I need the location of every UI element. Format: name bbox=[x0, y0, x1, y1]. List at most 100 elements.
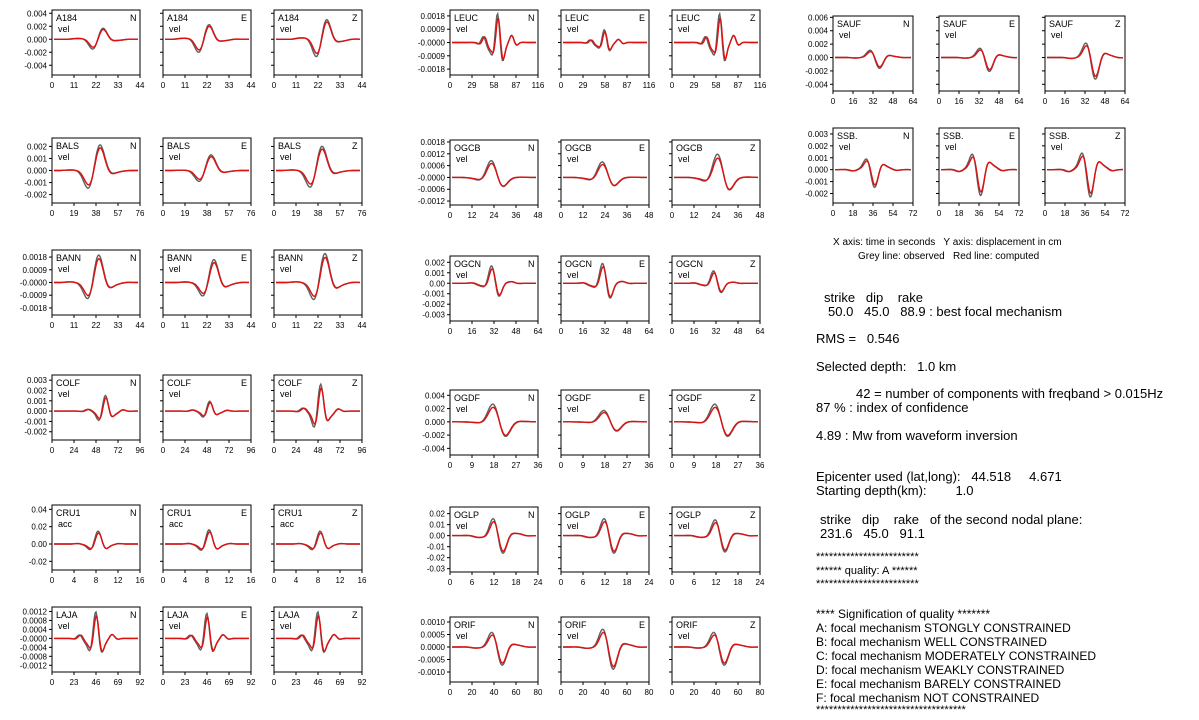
x-tick-label: 36 bbox=[645, 461, 654, 470]
y-tick-label: -0.0009 bbox=[418, 52, 446, 61]
x-tick-label: 0 bbox=[559, 461, 564, 470]
unit-label: vel bbox=[169, 264, 181, 274]
x-tick-label: 16 bbox=[955, 97, 964, 106]
x-tick-label: 46 bbox=[92, 678, 101, 687]
y-tick-label: 0.001 bbox=[27, 154, 48, 163]
y-tick-label: 0.001 bbox=[27, 397, 48, 406]
x-tick-label: 0 bbox=[272, 209, 277, 218]
computed-trace bbox=[452, 520, 536, 552]
x-tick-label: 60 bbox=[512, 688, 521, 697]
x-tick-label: 24 bbox=[534, 578, 543, 587]
computed-trace bbox=[452, 634, 537, 664]
station-label: SSB. bbox=[943, 131, 964, 141]
x-tick-label: 0 bbox=[50, 321, 55, 330]
station-label: ORIF bbox=[676, 620, 698, 630]
component-label: E bbox=[639, 510, 645, 520]
station-label: SSB. bbox=[837, 131, 858, 141]
unit-label: vel bbox=[839, 30, 851, 40]
x-tick-label: 12 bbox=[690, 211, 699, 220]
computed-trace bbox=[563, 520, 647, 552]
unit-label: vel bbox=[839, 142, 851, 152]
computed-trace bbox=[165, 261, 249, 295]
computed-trace bbox=[563, 631, 648, 668]
component-label: N bbox=[903, 19, 910, 29]
component-label: E bbox=[639, 393, 645, 403]
x-tick-label: 0 bbox=[161, 576, 166, 585]
quality-b: B: focal mechanism WELL CONSTRAINED bbox=[816, 635, 1047, 649]
station-label: BANN bbox=[56, 253, 81, 263]
x-tick-label: 18 bbox=[512, 578, 521, 587]
x-tick-label: 11 bbox=[292, 321, 301, 330]
y-tick-label: -0.002 bbox=[24, 191, 47, 200]
station-label: ORIF bbox=[454, 620, 476, 630]
panel-SSB-Z: 0 18 36 54 72 SSB.vel Z bbox=[1042, 127, 1130, 218]
x-tick-label: 44 bbox=[247, 81, 256, 90]
x-tick-label: 18 bbox=[601, 461, 610, 470]
panel-OGLP-N: 0.02 0.01 0.00 -0.01 -0.02 -0.030 6 12 18 24 OGLPv… bbox=[427, 506, 543, 587]
y-tick-label: 0.002 bbox=[808, 40, 829, 49]
y-tick-label: 0.0018 bbox=[23, 253, 48, 262]
x-tick-label: 48 bbox=[889, 97, 898, 106]
x-tick-label: 16 bbox=[247, 576, 256, 585]
y-tick-label: 0.004 bbox=[27, 9, 48, 18]
y-tick-label: -0.0008 bbox=[20, 652, 48, 661]
unit-label: vel bbox=[280, 24, 292, 34]
observed-trace bbox=[941, 47, 1017, 73]
component-count: 42 = number of components with freqband … bbox=[856, 386, 1164, 401]
station-label: OGDF bbox=[565, 393, 592, 403]
y-tick-label: 0.002 bbox=[27, 142, 48, 151]
y-tick-label: -0.002 bbox=[422, 300, 445, 309]
x-tick-label: 0 bbox=[448, 461, 453, 470]
unit-label: vel bbox=[678, 631, 690, 641]
y-tick-label: 0.02 bbox=[429, 510, 445, 519]
unit-label: acc bbox=[169, 519, 184, 529]
y-tick-label: -0.002 bbox=[24, 48, 47, 57]
x-tick-label: 76 bbox=[136, 209, 145, 218]
unit-label: vel bbox=[456, 270, 468, 280]
x-tick-label: 92 bbox=[247, 678, 256, 687]
station-label: OGCN bbox=[454, 259, 481, 269]
x-tick-label: 4 bbox=[72, 576, 77, 585]
x-tick-label: 23 bbox=[181, 678, 190, 687]
computed-trace bbox=[165, 616, 249, 652]
x-tick-label: 36 bbox=[756, 461, 765, 470]
x-tick-label: 80 bbox=[534, 688, 543, 697]
station-label: A184 bbox=[56, 13, 77, 23]
x-tick-label: 0 bbox=[559, 211, 564, 220]
y-tick-label: -0.01 bbox=[427, 543, 446, 552]
station-label: BANN bbox=[278, 253, 303, 263]
x-tick-label: 33 bbox=[336, 81, 345, 90]
x-tick-label: 44 bbox=[136, 81, 145, 90]
x-tick-label: 58 bbox=[601, 81, 610, 90]
x-tick-label: 44 bbox=[247, 321, 256, 330]
x-tick-label: 96 bbox=[247, 446, 256, 455]
y-tick-label: -0.004 bbox=[24, 61, 47, 70]
station-label: OGLP bbox=[565, 510, 590, 520]
panel-OGCB-N: 0.0018 0.0012 0.0006 -0.0000 -0.0006 -0.00120… bbox=[418, 138, 543, 220]
computed-trace bbox=[563, 30, 647, 51]
x-tick-label: 12 bbox=[579, 211, 588, 220]
x-tick-label: 0 bbox=[448, 81, 453, 90]
component-label: N bbox=[130, 610, 137, 620]
x-tick-label: 0 bbox=[50, 678, 55, 687]
component-label: N bbox=[528, 510, 535, 520]
x-tick-label: 12 bbox=[336, 576, 345, 585]
station-label: OGCB bbox=[676, 143, 703, 153]
y-tick-label: -0.0018 bbox=[418, 65, 446, 74]
x-tick-label: 24 bbox=[292, 446, 301, 455]
x-tick-label: 33 bbox=[114, 321, 123, 330]
y-tick-label: 0.004 bbox=[808, 27, 829, 36]
computed-trace bbox=[54, 257, 138, 297]
x-tick-label: 0 bbox=[1043, 209, 1048, 218]
panel-ORIF-N: 0.0010 0.0005 0.0000 -0.0005 -0.0010 0 20 40 60 8… bbox=[418, 616, 543, 697]
x-tick-label: 11 bbox=[292, 81, 301, 90]
unit-label: vel bbox=[1051, 30, 1063, 40]
second-plane-header: strike dip rake of the second nodal plan… bbox=[820, 512, 1083, 527]
